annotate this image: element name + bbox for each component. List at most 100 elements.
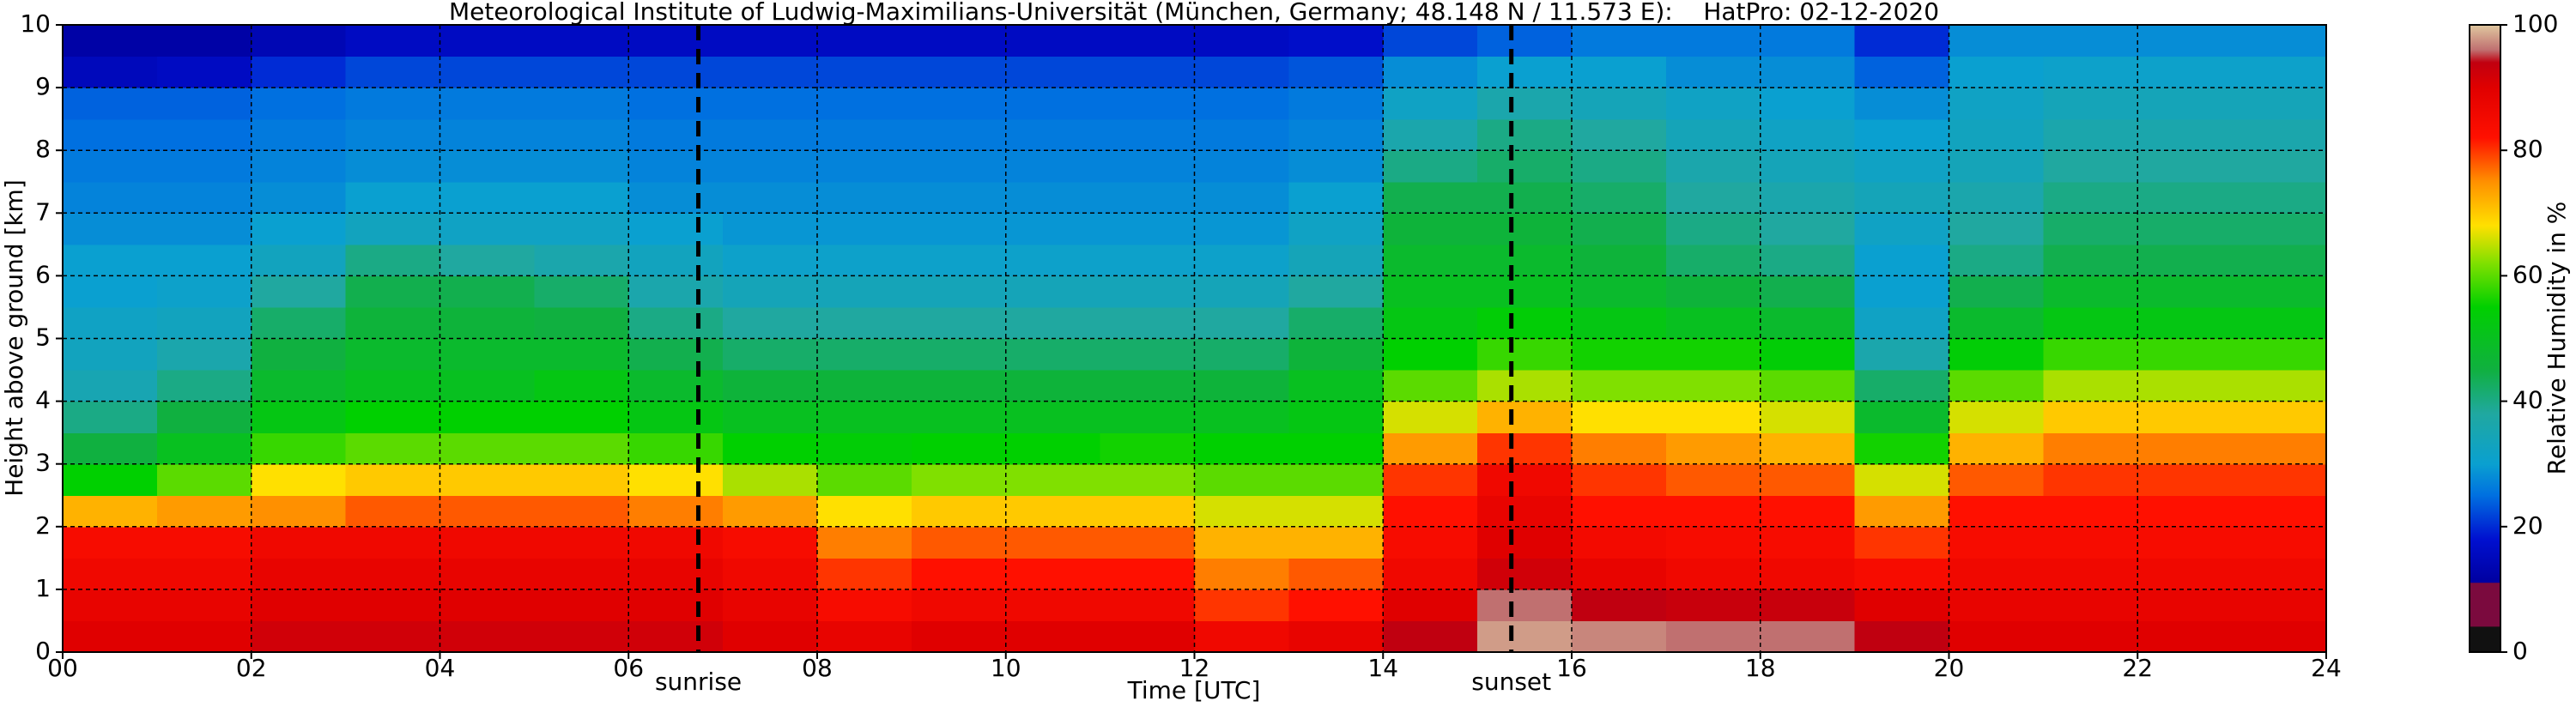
heatmap-cell [1005, 306, 1101, 340]
heatmap-cell [439, 620, 535, 653]
heatmap-cell [2043, 338, 2138, 371]
heatmap-cell [817, 370, 912, 402]
heatmap-cell [723, 181, 818, 214]
heatmap-cell [156, 181, 252, 214]
heatmap-cell [345, 244, 441, 276]
heatmap-cell [2043, 495, 2138, 528]
heatmap-cell [2137, 213, 2233, 245]
heatmap-cell [1854, 150, 1950, 183]
heatmap-cell [1005, 495, 1101, 528]
heatmap-cell [1854, 88, 1950, 120]
heatmap-cell [2043, 56, 2138, 88]
heatmap-cell [156, 25, 252, 57]
heatmap-cell [723, 620, 818, 653]
heatmap-cell [1100, 306, 1196, 340]
heatmap-cell [1854, 338, 1950, 371]
heatmap-cell [1572, 56, 1667, 88]
heatmap-cell [1760, 495, 1856, 528]
heatmap-cell [1665, 338, 1761, 371]
heatmap-cell [817, 181, 912, 214]
heatmap-cell [156, 244, 252, 276]
heatmap-cell [1005, 88, 1101, 120]
heatmap-cell [251, 181, 347, 214]
heatmap-cell [2137, 558, 2233, 590]
heatmap-cell [1760, 526, 1856, 559]
heatmap-cell [2137, 526, 2233, 559]
heatmap-cell [345, 88, 441, 120]
heatmap-cell [2137, 370, 2233, 402]
heatmap-cell [1854, 432, 1950, 465]
heatmap-cell [251, 25, 347, 57]
heatmap-cell [534, 432, 629, 465]
heatmap-cell [63, 432, 158, 465]
heatmap-cell [1477, 463, 1573, 496]
heatmap-cell [911, 370, 1007, 402]
heatmap-cell [345, 589, 441, 622]
heatmap-cell [2232, 432, 2327, 465]
heatmap-cell [1100, 620, 1196, 653]
heatmap-cell [1572, 463, 1667, 496]
heatmap-cell [251, 56, 347, 88]
heatmap-cell [1383, 432, 1478, 465]
heatmap-cell [2232, 370, 2327, 402]
heatmap-cell [628, 56, 724, 88]
heatmap-cell [2232, 306, 2327, 340]
heatmap-cell [2232, 463, 2327, 496]
heatmap-cell [723, 150, 818, 183]
heatmap-cell [1572, 495, 1667, 528]
heatmap-cell [1100, 495, 1196, 528]
heatmap-cell [1665, 88, 1761, 120]
heatmap-cell [1288, 150, 1384, 183]
heatmap-cell [439, 88, 535, 120]
heatmap-cell [911, 88, 1007, 120]
heatmap-cell [2232, 88, 2327, 120]
heatmap-cell [911, 181, 1007, 214]
heatmap-cell [628, 275, 724, 308]
heatmap-cell [628, 150, 724, 183]
heatmap-cell [628, 401, 724, 433]
heatmap-cell [1665, 401, 1761, 433]
heatmap-cell [63, 275, 158, 308]
heatmap-cell [911, 275, 1007, 308]
heatmap-cell [534, 526, 629, 559]
heatmap-cell [1572, 589, 1667, 622]
heatmap-cell [1288, 620, 1384, 653]
heatmap-cell [723, 244, 818, 276]
heatmap-cell [1949, 338, 2044, 371]
heatmap-cell [1760, 338, 1856, 371]
heatmap-cell [911, 118, 1007, 151]
heatmap-cell [1005, 244, 1101, 276]
heatmap-cell [1949, 558, 2044, 590]
heatmap-cell [1760, 401, 1856, 433]
heatmap-cell [1100, 181, 1196, 214]
y-tick-label: 3 [35, 449, 51, 477]
x-tick-label: 12 [1179, 654, 1210, 682]
heatmap-cell [63, 463, 158, 496]
heatmap-cell [1477, 118, 1573, 151]
heatmap-cell [2043, 213, 2138, 245]
heatmap-cell [2043, 620, 2138, 653]
heatmap-cell [2232, 495, 2327, 528]
heatmap-cell [1854, 56, 1950, 88]
heatmap-cell [439, 275, 535, 308]
heatmap-cell [439, 338, 535, 371]
heatmap-cell [817, 25, 912, 57]
heatmap-cell [156, 338, 252, 371]
heatmap-cell [345, 401, 441, 433]
heatmap-cell [1760, 118, 1856, 151]
heatmap-cell [1383, 370, 1478, 402]
heatmap-cell [2137, 463, 2233, 496]
heatmap-cell [817, 306, 912, 340]
heatmap-cell [1665, 370, 1761, 402]
heatmap-cell [2137, 56, 2233, 88]
heatmap-cell [156, 88, 252, 120]
heatmap-cell [1383, 526, 1478, 559]
heatmap-cell [251, 432, 347, 465]
heatmap-cell [911, 463, 1007, 496]
y-tick-label: 10 [20, 9, 51, 38]
plot-frame [62, 24, 2327, 653]
heatmap-cell [439, 589, 535, 622]
heatmap-cell [1100, 150, 1196, 183]
heatmap-cell [345, 526, 441, 559]
heatmap-cell [723, 463, 818, 496]
